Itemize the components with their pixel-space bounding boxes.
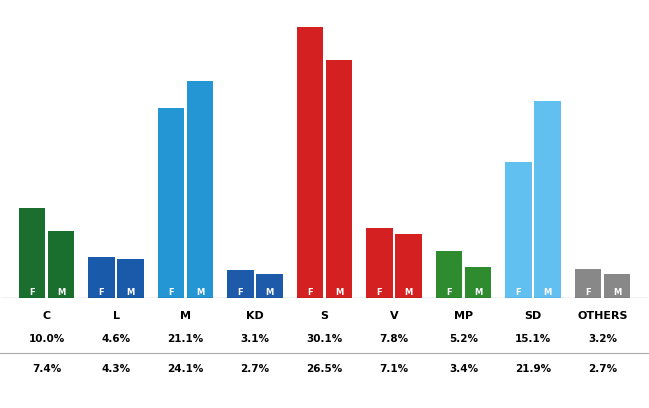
Bar [395,234,422,298]
Bar [256,274,283,298]
Text: M: M [196,288,204,297]
Bar [574,269,601,298]
Bar [534,101,561,298]
FancyBboxPatch shape [326,286,352,298]
FancyBboxPatch shape [465,286,491,298]
Bar [326,60,352,298]
Text: 3.2%: 3.2% [588,334,617,344]
FancyBboxPatch shape [117,286,144,298]
Text: 7.4%: 7.4% [32,364,61,375]
Text: M: M [404,288,413,297]
Text: F: F [307,288,313,297]
Text: V: V [389,311,398,322]
Text: 24.1%: 24.1% [167,364,204,375]
Text: KD: KD [246,311,264,322]
Bar [465,267,491,298]
Text: F: F [446,288,452,297]
FancyBboxPatch shape [435,286,462,298]
Text: M: M [543,288,552,297]
Text: 7.8%: 7.8% [380,334,409,344]
Text: SD: SD [524,311,541,322]
Bar [187,81,214,298]
Text: 30.1%: 30.1% [306,334,343,344]
FancyBboxPatch shape [19,286,45,298]
Bar [366,228,393,298]
Text: F: F [29,288,35,297]
Text: 3.4%: 3.4% [449,364,478,375]
FancyBboxPatch shape [574,286,601,298]
Text: 4.6%: 4.6% [101,334,130,344]
FancyBboxPatch shape [158,286,184,298]
FancyBboxPatch shape [48,286,75,298]
Text: M: M [474,288,482,297]
Bar [48,231,75,298]
Text: S: S [321,311,328,322]
Text: 2.7%: 2.7% [588,364,617,375]
Text: 21.9%: 21.9% [515,364,551,375]
Text: 3.1%: 3.1% [241,334,269,344]
Bar [117,259,144,298]
Text: 4.3%: 4.3% [101,364,130,375]
FancyBboxPatch shape [88,286,115,298]
Bar [297,27,323,298]
FancyBboxPatch shape [297,286,323,298]
Bar [158,109,184,298]
FancyBboxPatch shape [395,286,422,298]
Text: 10.0%: 10.0% [29,334,65,344]
Text: M: M [613,288,621,297]
Text: 21.1%: 21.1% [167,334,204,344]
FancyBboxPatch shape [366,286,393,298]
Text: M: M [265,288,274,297]
Text: C: C [42,311,51,322]
Text: F: F [99,288,104,297]
Text: F: F [515,288,521,297]
Text: L: L [112,311,119,322]
FancyBboxPatch shape [187,286,214,298]
FancyBboxPatch shape [604,286,630,298]
Bar [19,208,45,298]
Text: 15.1%: 15.1% [515,334,551,344]
FancyBboxPatch shape [534,286,561,298]
Bar [604,274,630,298]
Text: M: M [180,311,191,322]
FancyBboxPatch shape [227,286,254,298]
Bar [227,270,254,298]
Text: 2.7%: 2.7% [240,364,269,375]
Bar [88,257,115,298]
Text: M: M [127,288,135,297]
Text: 5.2%: 5.2% [449,334,478,344]
Bar [505,162,532,298]
Bar [435,251,462,298]
FancyBboxPatch shape [505,286,532,298]
Text: F: F [238,288,243,297]
Text: M: M [57,288,66,297]
Text: F: F [376,288,382,297]
Text: OTHERS: OTHERS [577,311,628,322]
FancyBboxPatch shape [256,286,283,298]
Text: M: M [335,288,343,297]
Text: 26.5%: 26.5% [306,364,343,375]
Text: MP: MP [454,311,473,322]
Text: 7.1%: 7.1% [380,364,409,375]
Text: F: F [585,288,591,297]
Text: F: F [168,288,174,297]
